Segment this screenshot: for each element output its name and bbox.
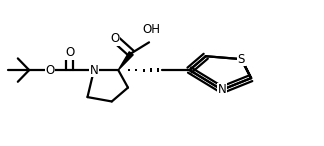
Text: O: O: [65, 46, 74, 59]
Text: N: N: [89, 64, 98, 77]
Text: N: N: [217, 83, 226, 96]
Text: S: S: [238, 53, 245, 66]
Text: OH: OH: [143, 23, 161, 36]
Polygon shape: [118, 52, 133, 70]
Text: O: O: [46, 64, 55, 77]
Text: O: O: [110, 32, 120, 45]
